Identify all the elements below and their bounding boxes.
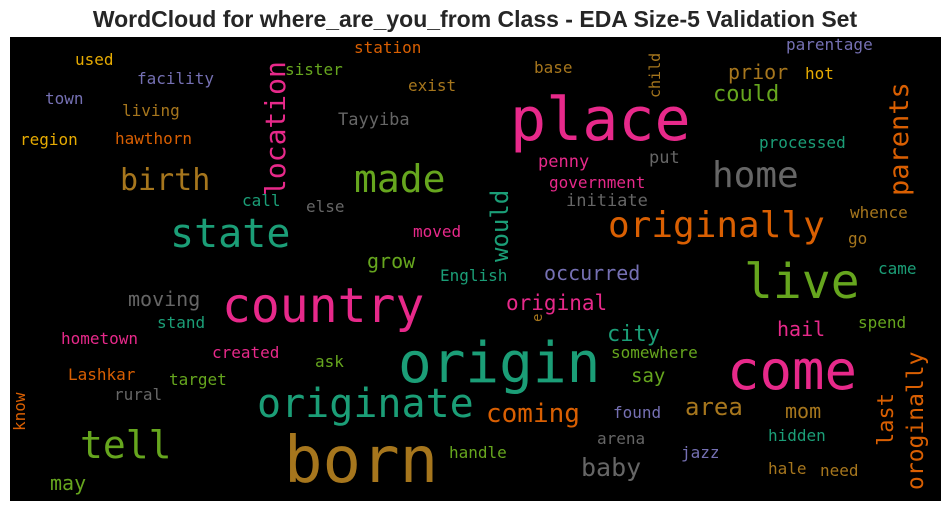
word-mom: mom — [785, 399, 822, 423]
word-prior: prior — [728, 60, 789, 84]
word-somewhere: somewhere — [611, 343, 698, 362]
word-town: town — [45, 89, 84, 108]
word-processed: processed — [759, 133, 846, 152]
word-station: station — [354, 38, 422, 57]
word-originally: originally — [608, 205, 825, 246]
word-say: say — [631, 365, 666, 387]
word-need: need — [820, 461, 859, 480]
word-handle: handle — [449, 443, 507, 462]
word-parents: parents — [884, 82, 915, 196]
word-call: call — [242, 191, 281, 210]
word-initiate: initiate — [566, 191, 648, 211]
word-state: state — [170, 211, 291, 257]
word-city: city — [607, 322, 660, 347]
word-region: region — [20, 130, 78, 149]
word-created: created — [212, 343, 280, 362]
word-government: government — [549, 173, 646, 192]
word-penny: penny — [538, 152, 590, 172]
word-ask: ask — [315, 352, 344, 371]
word-hidden: hidden — [768, 426, 826, 445]
word-put: put — [649, 148, 680, 168]
word-came: came — [878, 259, 917, 278]
word-home: home — [712, 155, 799, 196]
word-sister: sister — [285, 60, 343, 79]
word-whence: whence — [850, 203, 908, 222]
word-hawthorn: hawthorn — [115, 129, 193, 148]
word-arena: arena — [597, 429, 646, 448]
word-origin: origin — [398, 331, 601, 396]
word-facility: facility — [137, 69, 215, 88]
word-exist: exist — [408, 76, 457, 95]
word-live: live — [744, 254, 860, 310]
word-original: original — [506, 291, 608, 315]
word-parentage: parentage — [786, 37, 873, 54]
word-oroginally: oroginally — [903, 351, 929, 490]
word-base: base — [534, 58, 573, 77]
word-born: born — [284, 424, 439, 498]
word-birth: birth — [120, 163, 211, 198]
word-location: location — [259, 61, 292, 196]
word-grow: grow — [367, 249, 416, 273]
chart-title: WordCloud for where_are_you_from Class -… — [92, 6, 858, 32]
word-found: found — [613, 403, 662, 422]
word-lashkar: Lashkar — [68, 365, 136, 384]
word-e: e — [530, 313, 546, 322]
word-hot: hot — [805, 64, 834, 83]
word-living: living — [122, 101, 180, 120]
word-cloud: place born origin come country live originate s… — [10, 37, 941, 501]
word-last: last — [874, 393, 899, 446]
word-stand: stand — [157, 313, 206, 332]
word-occurred: occurred — [544, 261, 641, 285]
word-tayyiba: Tayyiba — [338, 110, 410, 130]
word-could: could — [713, 82, 780, 107]
word-hometown: hometown — [61, 329, 139, 348]
word-place: place — [510, 85, 691, 155]
word-hail: hail — [777, 317, 826, 341]
word-tell: tell — [80, 423, 172, 467]
word-used: used — [75, 50, 114, 69]
word-moved: moved — [413, 222, 462, 241]
word-know: know — [10, 392, 29, 431]
word-child: child — [646, 52, 664, 98]
word-moving: moving — [128, 287, 201, 311]
word-coming: coming — [486, 399, 580, 429]
word-baby: baby — [581, 453, 642, 482]
word-may: may — [50, 471, 87, 495]
word-target: target — [169, 370, 227, 389]
word-spend: spend — [858, 313, 907, 332]
word-hale: hale — [768, 459, 807, 478]
word-english: English — [440, 266, 508, 285]
word-would: would — [486, 189, 514, 262]
word-come: come — [727, 339, 858, 402]
word-made: made — [354, 157, 446, 201]
word-area: area — [685, 393, 743, 421]
word-country: country — [222, 278, 425, 334]
word-go: go — [848, 229, 868, 248]
word-else: else — [306, 197, 345, 216]
word-rural: rural — [114, 385, 163, 404]
word-jazz: jazz — [681, 443, 720, 462]
word-originate: originate — [257, 381, 474, 427]
